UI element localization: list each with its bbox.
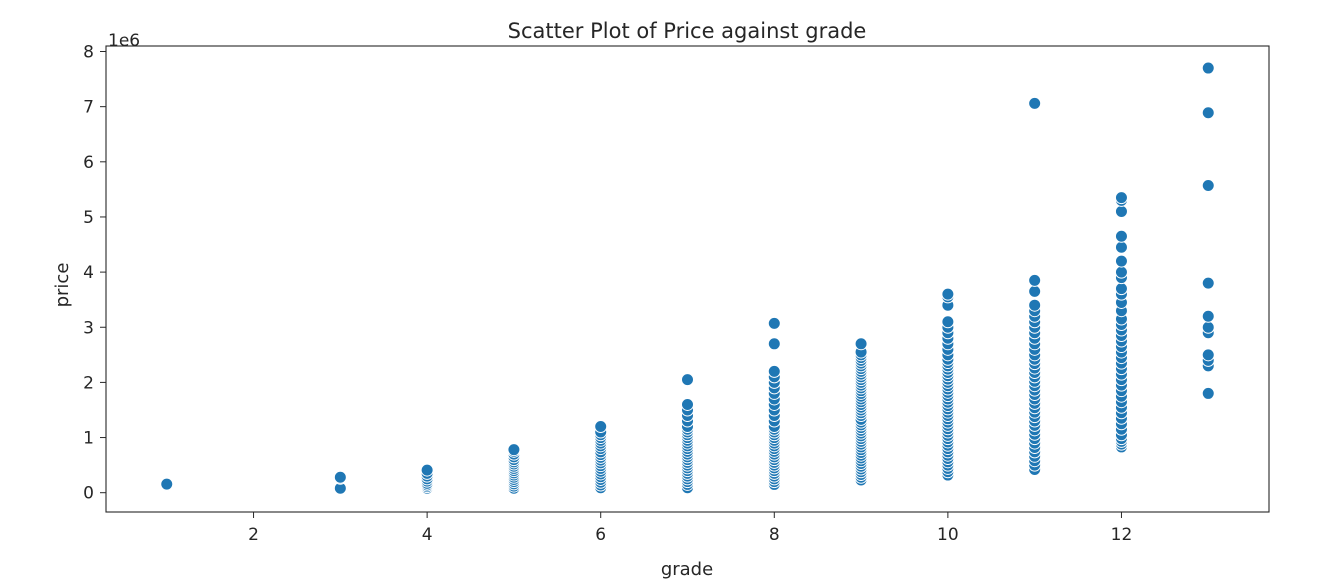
scatter-point [1201,386,1215,400]
scatter-point [1201,320,1215,334]
y-tick-label: 0 [83,484,94,504]
scatter-point [1201,348,1215,362]
plot-frame [105,45,1270,513]
y-tick-label: 4 [83,263,94,283]
x-tick-label: 8 [769,525,780,545]
y-tick-label: 7 [83,98,94,118]
y-tick-label: 1 [83,429,94,449]
scatter-point [767,316,781,330]
axes [105,45,1270,513]
y-tick-label: 8 [83,43,94,63]
x-tick-label: 2 [248,525,259,545]
scatter-point [594,420,608,434]
y-tick-label: 5 [83,208,94,228]
scatter-point [1114,265,1128,279]
scatter-point [1028,273,1042,287]
scatter-point [941,315,955,329]
x-axis-ticks: 2 4 6 8 10 12 [248,512,1132,545]
scatter-point [1114,282,1128,296]
scatter-point [1028,284,1042,298]
scatter-point [941,287,955,301]
scatter-point [333,470,347,484]
y-axis-offset-label: 1e6 [108,31,140,51]
scatter-point [1201,276,1215,290]
scatter-point [1114,204,1128,218]
chart-title: Scatter Plot of Price against grade [508,19,867,43]
scatter-point [1201,61,1215,75]
scatter-point [681,373,694,387]
scatter-point [1114,191,1128,205]
y-tick-label: 6 [83,153,94,173]
x-tick-label: 6 [595,525,606,545]
scatter-point [1201,179,1215,193]
scatter-point [854,337,868,351]
scatter-point [420,463,434,477]
y-tick-label: 2 [83,373,94,393]
scatter-point [767,364,781,378]
x-tick-label: 10 [937,525,959,545]
data-points [160,61,1215,495]
y-tick-label: 3 [83,318,94,338]
scatter-point [1028,96,1042,110]
x-tick-label: 4 [422,525,433,545]
scatter-point [1114,254,1128,268]
x-axis-label: grade [661,559,713,580]
scatter-point [1201,309,1215,323]
scatter-point [1114,229,1128,243]
scatter-point [1114,240,1128,254]
scatter-point [767,337,781,351]
scatter-point [1028,298,1042,312]
y-axis-label: price [52,263,73,308]
x-tick-label: 12 [1111,525,1133,545]
scatter-point [507,443,521,457]
scatter-point [1201,106,1215,120]
scatter-point [160,477,174,491]
scatter-point [681,397,694,411]
y-axis-ticks: 0 1 2 3 4 5 6 7 8 [83,43,106,504]
